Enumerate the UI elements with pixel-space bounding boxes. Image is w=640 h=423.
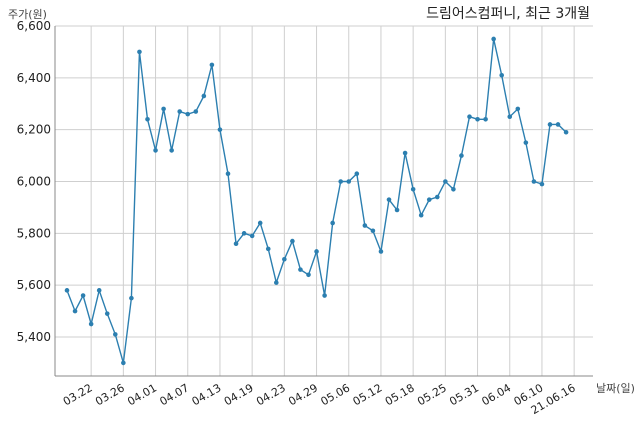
- data-point: [547, 122, 553, 127]
- data-point: [418, 212, 424, 218]
- data-point: [64, 288, 70, 293]
- label-layer: 5,400 5,600 5,800 6,000 6,200 6,400 6,600 03.22…: [17, 19, 578, 417]
- data-point: [104, 311, 110, 316]
- data-point: [314, 249, 319, 254]
- x-tick-label: 03.22: [61, 381, 95, 408]
- data-point: [443, 179, 448, 184]
- y-tick-label: 5,800: [17, 226, 51, 240]
- data-point: [88, 321, 94, 327]
- data-point: [249, 233, 255, 239]
- axis-layer: [54, 26, 593, 377]
- data-point: [217, 127, 223, 132]
- x-tick-label: 04.29: [286, 381, 320, 408]
- data-point: [378, 249, 384, 254]
- data-point: [241, 231, 247, 236]
- x-tick-label: 04.07: [157, 381, 191, 408]
- x-tick-label: 05.31: [447, 381, 481, 408]
- data-point: [499, 72, 505, 78]
- x-tick-label: 05.06: [318, 381, 352, 408]
- data-point: [298, 267, 303, 272]
- data-point: [121, 360, 126, 366]
- x-tick-label: 03.26: [93, 381, 127, 408]
- y-tick-label: 6,000: [17, 175, 51, 189]
- data-point: [555, 122, 561, 127]
- data-point: [96, 288, 102, 293]
- x-tick-label: 05.12: [351, 381, 385, 408]
- data-point: [491, 36, 496, 42]
- data-point: [515, 106, 521, 112]
- data-point: [153, 148, 158, 153]
- y-tick-label: 5,400: [17, 330, 51, 344]
- data-point: [435, 194, 440, 200]
- data-point: [338, 179, 344, 184]
- data-point: [322, 293, 327, 298]
- data-point: [80, 293, 86, 298]
- data-point: [193, 109, 199, 114]
- data-point: [459, 153, 464, 158]
- x-tick-label: 06.04: [479, 381, 513, 408]
- data-point: [129, 295, 134, 301]
- data-point: [475, 117, 480, 122]
- data-point: [523, 140, 529, 145]
- data-point: [402, 150, 408, 156]
- data-point: [330, 220, 335, 226]
- data-point: [507, 114, 513, 120]
- data-point: [426, 197, 432, 202]
- data-point: [394, 207, 400, 213]
- data-point: [386, 197, 392, 202]
- data-point: [362, 223, 368, 228]
- data-point: [410, 186, 416, 192]
- data-point: [531, 179, 537, 184]
- data-point: [539, 181, 545, 187]
- data-point: [177, 109, 182, 114]
- x-tick-label: 05.25: [415, 381, 449, 408]
- data-point: [145, 117, 150, 122]
- data-point: [161, 106, 166, 112]
- data-point: [370, 228, 376, 234]
- data-point: [354, 171, 360, 177]
- x-tick-label: 04.23: [254, 381, 288, 408]
- data-point: [451, 186, 456, 192]
- y-axis-label: 주가(원): [8, 8, 47, 21]
- data-point: [185, 111, 191, 117]
- data-point: [265, 246, 271, 252]
- data-point: [467, 114, 472, 120]
- x-tick-label: 04.01: [125, 381, 159, 408]
- point-layer: [64, 36, 569, 366]
- data-point: [346, 179, 352, 184]
- data-point: [290, 238, 295, 244]
- data-point: [306, 272, 311, 278]
- data-point: [209, 62, 215, 68]
- data-point: [483, 117, 488, 122]
- data-point: [113, 332, 118, 337]
- data-point: [225, 171, 231, 177]
- x-tick-label: 05.18: [383, 381, 417, 408]
- data-point: [137, 49, 142, 55]
- data-point: [169, 148, 174, 153]
- data-point: [274, 280, 279, 285]
- x-tick-label: 04.19: [222, 381, 256, 408]
- data-point: [563, 129, 569, 135]
- y-tick-label: 6,600: [17, 19, 51, 33]
- x-tick-label: 04.13: [190, 381, 224, 408]
- grid-layer: [55, 25, 593, 376]
- data-point: [257, 220, 263, 226]
- chart-title: 드림어스컴퍼니, 최근 3개월: [426, 6, 590, 22]
- data-point: [282, 256, 287, 262]
- y-tick-label: 6,400: [17, 71, 51, 85]
- data-point: [201, 93, 207, 99]
- y-tick-label: 5,600: [17, 278, 51, 292]
- x-axis-label: 날짜(일): [596, 381, 635, 395]
- y-tick-label: 6,200: [17, 123, 51, 137]
- data-point: [233, 241, 239, 246]
- data-point: [72, 308, 78, 314]
